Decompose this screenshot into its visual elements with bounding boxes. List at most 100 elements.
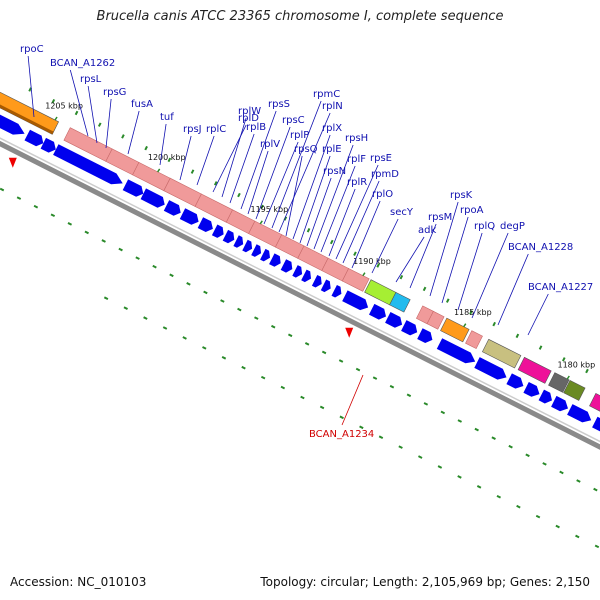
gene-label: rpsG	[103, 87, 126, 98]
outer-tick	[492, 321, 496, 327]
outer-tick	[353, 251, 357, 256]
outer-tick-marks	[28, 87, 589, 374]
forward-gene-arrow	[538, 389, 552, 404]
leader-line	[335, 164, 379, 260]
leader-line	[285, 155, 303, 237]
gc-dot	[542, 462, 547, 466]
reverse-strand-features	[0, 91, 600, 412]
gc-dot	[359, 425, 364, 430]
forward-gene-arrow	[592, 416, 600, 432]
leader-line	[306, 177, 332, 247]
forward-gene-arrow	[369, 303, 386, 320]
gc-dot	[594, 544, 600, 549]
forward-gene-arrow	[140, 188, 165, 208]
feature-block-orange	[440, 317, 470, 343]
gc-dot	[457, 419, 462, 423]
gc-dot	[575, 534, 580, 539]
leader-line	[271, 100, 322, 229]
gc-dot	[406, 393, 412, 398]
gc-dot	[389, 384, 395, 389]
accession-text: Accession: NC_010103	[10, 575, 147, 589]
gc-dot	[440, 410, 446, 415]
outer-tick	[399, 274, 404, 280]
forward-gene-arrow	[311, 275, 322, 288]
leader-line	[278, 112, 331, 233]
gene-label: rplB	[246, 122, 266, 133]
forward-gene-arrow	[385, 312, 403, 328]
gc-dot	[457, 475, 462, 479]
gene-label: rpsJ	[183, 124, 202, 135]
gene-label: rpsE	[370, 153, 392, 164]
forward-gene-arrow	[233, 235, 244, 248]
gene-label: fusA	[131, 99, 153, 110]
forward-gene-arrow	[342, 290, 369, 311]
leader-line	[320, 165, 356, 253]
leader-line	[221, 117, 247, 198]
leader-line	[299, 155, 331, 244]
gc-dot	[271, 324, 276, 329]
forward-gene-arrow	[40, 137, 56, 153]
forward-gene-arrow	[436, 338, 476, 364]
forward-gene-arrow	[222, 229, 235, 244]
gc-dot	[203, 290, 208, 295]
outer-tick	[469, 310, 473, 315]
gc-dot	[378, 435, 384, 439]
gene-label: rpsQ	[294, 144, 318, 155]
kbp-tick	[362, 272, 366, 277]
map-title: Brucella canis ATCC 23365 chromosome I, …	[96, 9, 504, 24]
leader-line	[69, 69, 89, 137]
gc-dot	[220, 299, 225, 303]
outer-tick	[422, 286, 427, 292]
outer-tick	[538, 345, 543, 350]
forward-gene-arrow	[474, 357, 507, 380]
leader-line	[255, 126, 291, 220]
forward-gene-arrow	[417, 328, 433, 343]
leader-line	[497, 253, 529, 326]
gc-dot	[16, 196, 22, 200]
gc-dot	[525, 453, 530, 458]
gc-dot	[398, 445, 403, 449]
gc-dot	[237, 307, 242, 312]
position-marker	[345, 327, 354, 338]
gc-dot	[254, 316, 259, 320]
gene-label: rplN	[322, 101, 343, 112]
gc-dot	[202, 346, 207, 350]
feature-block-khaki	[481, 338, 522, 369]
forward-gene-arrow	[24, 129, 44, 147]
highlight-leader-line	[341, 374, 364, 426]
gene-label: rplE	[322, 144, 342, 155]
forward-gene-arrow	[0, 114, 25, 135]
gc-dot	[423, 402, 429, 406]
leader-line	[371, 218, 399, 274]
gc-dot	[437, 465, 443, 469]
gc-dot	[169, 273, 174, 278]
gc-dot	[418, 455, 423, 459]
gc-dot	[355, 367, 361, 372]
gc-dot	[0, 187, 5, 192]
gene-label: rplX	[322, 123, 342, 134]
leader-line	[127, 110, 140, 155]
gc-dot	[162, 326, 168, 330]
forward-gene-arrow	[242, 239, 253, 253]
gc-dot	[143, 316, 148, 320]
forward-gene-arrow	[260, 248, 270, 262]
gene-label: rpmD	[371, 169, 399, 180]
forward-gene-arrow	[53, 144, 123, 185]
gene-label: rpmC	[313, 89, 340, 100]
leader-line	[527, 293, 549, 336]
gc-dot	[300, 395, 305, 400]
leader-line	[87, 85, 98, 144]
kbp-label: 1185 kbp	[454, 308, 492, 317]
leader-line	[342, 180, 380, 264]
gc-dot	[516, 504, 521, 509]
leader-line	[105, 98, 112, 149]
forward-gene-arrow	[567, 404, 592, 423]
leader-line	[240, 110, 277, 210]
leader-line	[441, 216, 469, 304]
gc-dot	[304, 342, 310, 346]
forward-gene-arrow	[251, 244, 262, 257]
kbp-tick	[463, 323, 467, 328]
gc-dot	[84, 230, 89, 235]
gene-label: rplF	[347, 154, 366, 165]
